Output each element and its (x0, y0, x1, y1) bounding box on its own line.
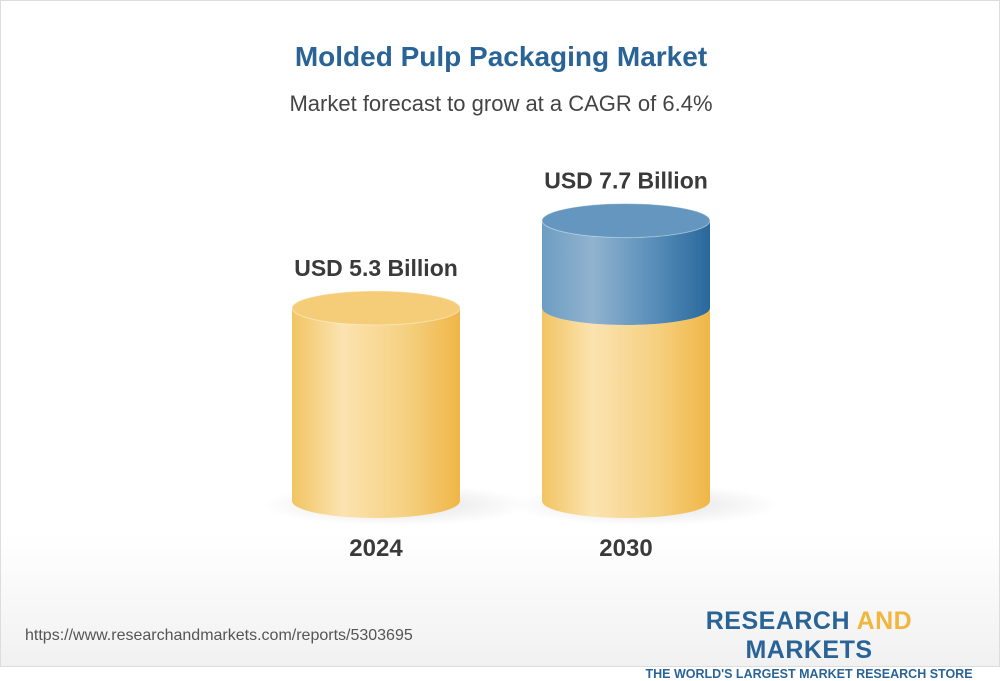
bar-2030-base (542, 308, 710, 518)
cylinder-chart: USD 5.3 Billion 2024 USD 7.7 Billion 2030 (262, 168, 780, 562)
data-label: USD 7.7 Billion (544, 168, 708, 194)
logo-tagline: THE WORLD'S LARGEST MARKET RESEARCH STOR… (645, 667, 973, 681)
category-label: 2030 (599, 535, 652, 562)
bar-2030-growth (542, 220, 710, 325)
bar-2024-base (292, 308, 460, 518)
chart-title: Molded Pulp Packaging Market (294, 41, 708, 72)
category-label: 2024 (349, 535, 403, 562)
research-and-markets-logo: RESEARCH AND MARKETS THE WORLD'S LARGEST… (641, 607, 977, 681)
source-url[interactable]: https://www.researchandmarkets.com/repor… (25, 627, 413, 644)
bar-2030-top (541, 203, 711, 239)
bar-2024-top (291, 290, 461, 326)
chart-subtitle: Market forecast to grow at a CAGR of 6.4… (289, 91, 713, 116)
data-label: USD 5.3 Billion (294, 255, 458, 281)
